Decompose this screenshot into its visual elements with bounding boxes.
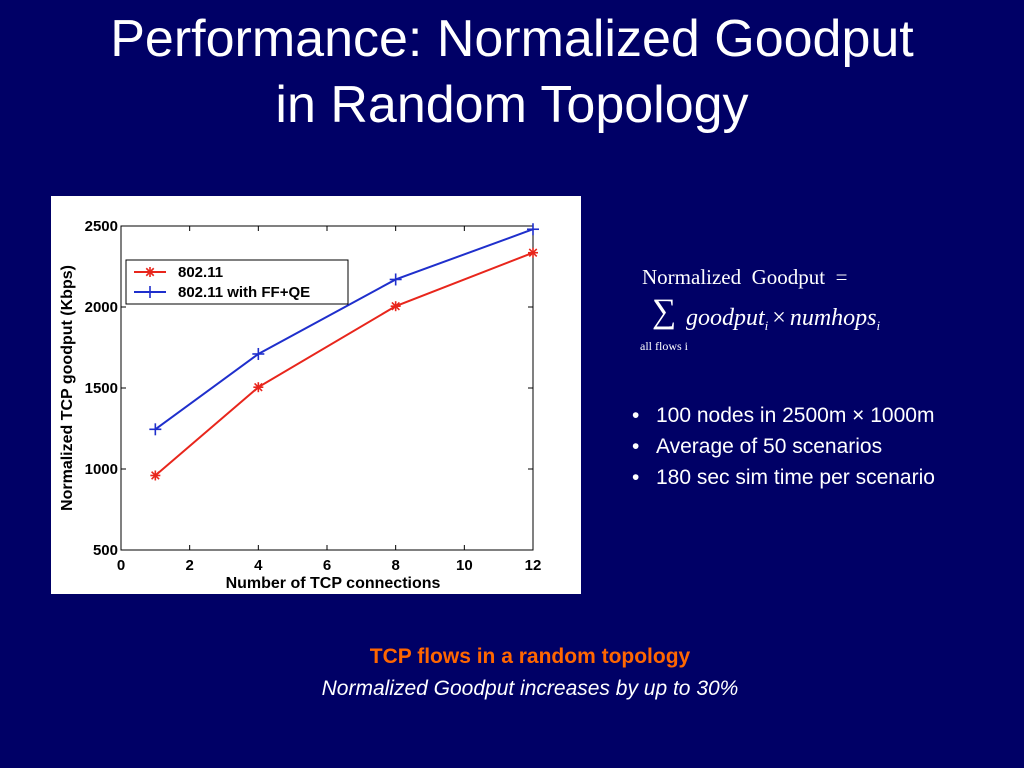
slide-title: Performance: Normalized Goodput in Rando…: [0, 6, 1024, 138]
y-tick-label: 2500: [85, 218, 118, 235]
x-tick-label: 0: [117, 557, 125, 574]
x-tick-label: 6: [323, 557, 331, 574]
goodput-chart-svg: 0 2 4 6 8 10 12 500 1000 1500 2000 2500 Number of TC…: [59, 218, 542, 592]
formula-sum-subscript: all flows i: [640, 339, 688, 353]
x-axis-label: Number of TCP connections: [226, 575, 441, 592]
bullet-dot-icon: •: [632, 466, 640, 489]
formula-term-numhops: numhops: [789, 305, 877, 331]
slide-title-line-2: in Random Topology: [275, 76, 749, 134]
bullet-text: 180 sec sim time per scenario: [656, 466, 935, 489]
caption-heading: TCP flows in a random topology: [369, 645, 691, 668]
series-1-point: [528, 248, 538, 258]
y-axis-label: Normalized TCP goodput (Kbps): [59, 265, 76, 511]
y-tick-label: 2000: [85, 299, 118, 316]
formula-term-goodput: goodput: [686, 305, 765, 331]
bullet-text: Average of 50 scenarios: [656, 435, 883, 458]
bullet-dot-icon: •: [632, 404, 640, 427]
caption-subtext: Normalized Goodput increases by up to 30…: [321, 677, 739, 700]
series-1-point: [151, 471, 160, 480]
formula-operator: ×: [772, 305, 786, 331]
bullet-item: • 100 nodes in 2500m × 1000m: [628, 400, 935, 431]
goodput-formula: Normalized Goodput = ∑ all flows i goodp…: [640, 265, 940, 365]
formula-term-numhops-sub: i: [876, 318, 881, 333]
y-tick-label: 500: [93, 542, 118, 559]
bullet-dot-icon: •: [632, 435, 640, 458]
bullet-item: • Average of 50 scenarios: [628, 431, 935, 462]
bullet-item: • 180 sec sim time per scenario: [628, 462, 935, 493]
series-line-1: [154, 251, 534, 477]
x-tick-label: 8: [391, 557, 399, 574]
bullet-text: 100 nodes in 2500m × 1000m: [656, 404, 935, 427]
y-tick-label: 1500: [85, 380, 118, 397]
y-tick-label: 1000: [85, 461, 118, 478]
formula-sum-symbol: ∑: [652, 293, 677, 330]
slide-title-line-1: Performance: Normalized Goodput: [110, 10, 914, 68]
x-tick-label: 10: [456, 557, 473, 574]
x-tick-label: 12: [525, 557, 542, 574]
legend-label-2: 802.11 with FF+QE: [178, 284, 310, 301]
series-1-point: [254, 382, 263, 392]
formula-term-goodput-sub: i: [764, 318, 769, 333]
formula-body: goodputi × numhopsi: [686, 305, 880, 334]
x-tick-label: 2: [185, 557, 193, 574]
series-line-2: [154, 228, 534, 431]
x-tick-label: 4: [254, 557, 263, 574]
legend-box: [125, 259, 349, 305]
series-1-point: [391, 301, 400, 311]
goodput-chart: 0 2 4 6 8 10 12 500 1000 1500 2000 2500 Number of TC…: [51, 196, 581, 594]
bullet-list: • 100 nodes in 2500m × 1000m • Average of …: [628, 400, 935, 493]
formula-lhs: Normalized Goodput =: [642, 265, 848, 289]
legend-label-1: 802.11: [178, 264, 223, 281]
legend-marker-1: [145, 267, 155, 277]
